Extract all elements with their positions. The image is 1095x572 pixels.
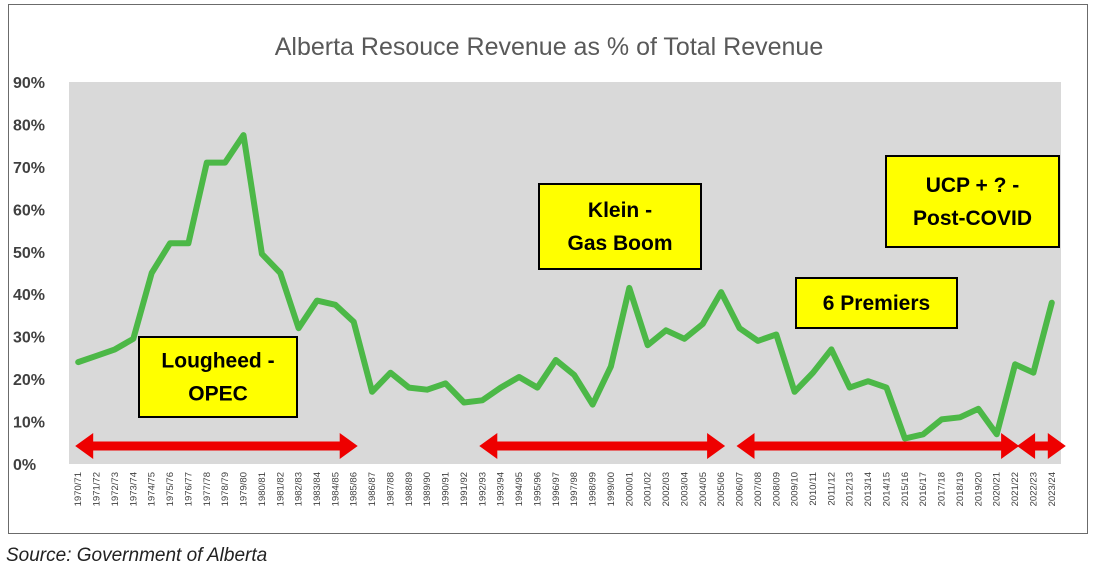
- chart-svg: Alberta Resouce Revenue as % of Total Re…: [13, 33, 1066, 506]
- era-arrow: [1017, 433, 1066, 459]
- x-tick-label: 1993/94: [496, 472, 507, 506]
- x-tick-label: 1986/87: [367, 472, 378, 506]
- x-tick-label: 1990/91: [441, 472, 452, 506]
- x-tick-label: 1971/72: [92, 472, 103, 506]
- y-tick-label: 80%: [13, 117, 45, 134]
- x-tick-label: 2005/06: [716, 472, 727, 506]
- x-tick-label: 1991/92: [459, 472, 470, 506]
- x-tick-label: 1973/74: [128, 472, 139, 506]
- x-tick-label: 2003/04: [679, 472, 690, 506]
- y-tick-label: 70%: [13, 160, 45, 177]
- annotation-label: 6 Premiers: [823, 292, 930, 315]
- y-tick-label: 60%: [13, 202, 45, 219]
- x-tick-label: 1989/90: [422, 472, 433, 506]
- x-tick-label: 1970/71: [73, 472, 84, 506]
- x-tick-label: 2020/21: [992, 472, 1003, 506]
- chart-title: Alberta Resouce Revenue as % of Total Re…: [275, 33, 824, 61]
- annotation-label: Lougheed -: [161, 350, 274, 373]
- annotation-label: Gas Boom: [567, 232, 672, 255]
- x-tick-label: 1974/75: [147, 472, 158, 506]
- x-tick-label: 2001/02: [643, 472, 654, 506]
- x-tick-label: 2021/22: [1010, 472, 1021, 506]
- x-tick-label: 2007/08: [753, 472, 764, 506]
- annotation-label: Post-COVID: [913, 207, 1032, 230]
- x-tick-label: 2017/18: [937, 472, 948, 506]
- x-tick-label: 2015/16: [900, 472, 911, 506]
- x-tick-label: 2006/07: [735, 472, 746, 506]
- x-tick-label: 1995/96: [532, 472, 543, 506]
- x-tick-label: 1985/86: [349, 472, 360, 506]
- x-tick-label: 2002/03: [661, 472, 672, 506]
- x-tick-label: 1982/83: [294, 472, 305, 506]
- y-tick-label: 30%: [13, 330, 45, 347]
- y-tick-label: 50%: [13, 245, 45, 262]
- y-tick-label: 40%: [13, 287, 45, 304]
- x-tick-label: 1983/84: [312, 472, 323, 506]
- era-arrow: [479, 433, 726, 459]
- annotation-box: [138, 336, 298, 418]
- x-tick-label: 1975/76: [165, 472, 176, 506]
- x-tick-label: 1977/78: [202, 472, 213, 506]
- x-tick-label: 2023/24: [1047, 472, 1058, 506]
- y-tick-label: 20%: [13, 372, 45, 389]
- source-note: Source: Government of Alberta: [6, 545, 268, 566]
- x-tick-label: 2014/15: [881, 472, 892, 506]
- x-tick-label: 2018/19: [955, 472, 966, 506]
- y-tick-label: 0%: [13, 457, 36, 474]
- x-tick-label: 2011/12: [826, 472, 837, 506]
- x-tick-label: 2000/01: [624, 472, 635, 506]
- x-tick-label: 1972/73: [110, 472, 121, 506]
- x-tick-label: 1981/82: [275, 472, 286, 506]
- x-tick-label: 1978/79: [220, 472, 231, 506]
- annotation-label: UCP + ? -: [926, 174, 1020, 197]
- x-tick-label: 2008/09: [771, 472, 782, 506]
- annotation-box: [795, 277, 958, 329]
- x-tick-label: 1987/88: [385, 472, 396, 506]
- era-arrow: [75, 433, 358, 459]
- chart-frame: Alberta Resouce Revenue as % of Total Re…: [8, 4, 1088, 534]
- annotation-box: [885, 155, 1060, 248]
- x-tick-label: 1994/95: [514, 472, 525, 506]
- y-tick-label: 10%: [13, 415, 45, 432]
- x-tick-label: 1996/97: [551, 472, 562, 506]
- x-tick-label: 1992/93: [477, 472, 488, 506]
- era-arrow: [736, 433, 1020, 459]
- annotation-box: [538, 183, 702, 270]
- x-tick-label: 2022/23: [1028, 472, 1039, 506]
- x-tick-label: 2016/17: [918, 472, 929, 506]
- x-tick-label: 2019/20: [973, 472, 984, 506]
- x-tick-label: 2004/05: [698, 472, 709, 506]
- x-tick-label: 1979/80: [239, 472, 250, 506]
- x-tick-label: 2013/14: [863, 472, 874, 506]
- x-tick-label: 2009/10: [790, 472, 801, 506]
- x-tick-label: 2012/13: [845, 472, 856, 506]
- x-tick-label: 1976/77: [183, 472, 194, 506]
- x-tick-label: 1984/85: [330, 472, 341, 506]
- x-tick-label: 1997/98: [569, 472, 580, 506]
- x-tick-label: 1998/99: [588, 472, 599, 506]
- series-line: [75, 132, 1055, 442]
- annotation-label: Klein -: [588, 199, 652, 222]
- x-tick-label: 1988/89: [404, 472, 415, 506]
- x-tick-label: 2010/11: [808, 472, 819, 506]
- x-tick-label: 1980/81: [257, 472, 268, 506]
- annotation-label: OPEC: [188, 383, 248, 406]
- x-tick-label: 1999/00: [606, 472, 617, 506]
- y-tick-label: 90%: [13, 75, 45, 92]
